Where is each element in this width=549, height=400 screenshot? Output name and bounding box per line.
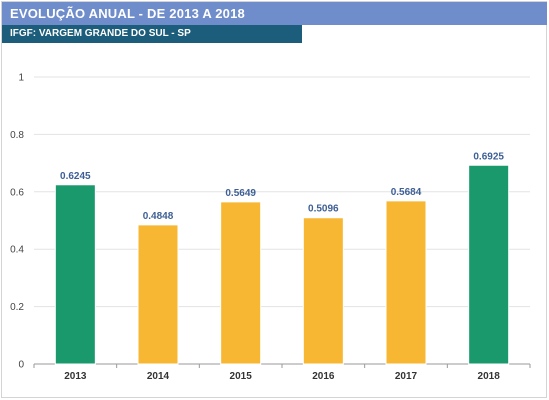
bar-2018 — [468, 164, 510, 365]
chart-title: EVOLUÇÃO ANUAL - DE 2013 A 2018 — [2, 2, 547, 25]
data-label-2013: 0.6245 — [60, 171, 91, 182]
bar-2015 — [220, 201, 262, 365]
x-tick-label: 2013 — [64, 371, 87, 382]
bar-2017 — [385, 200, 427, 365]
chart-subtitle: IFGF: VARGEM GRANDE DO SUL - SP — [2, 25, 302, 43]
y-tick-label: 0.2 — [10, 302, 24, 313]
bar-2016 — [302, 217, 344, 365]
y-tick-label: 0.4 — [10, 245, 24, 256]
data-label-2016: 0.5096 — [308, 204, 339, 215]
x-tick-label: 2015 — [230, 371, 253, 382]
x-tick-label: 2016 — [312, 371, 335, 382]
bar-2013 — [54, 184, 96, 365]
y-tick-label: 1 — [18, 73, 24, 84]
data-label-2018: 0.6925 — [473, 151, 504, 162]
x-tick-label: 2017 — [395, 371, 418, 382]
x-tick-label: 2014 — [147, 371, 170, 382]
x-tick-label: 2018 — [478, 371, 501, 382]
y-tick-label: 0.6 — [10, 187, 24, 198]
bar-2014 — [137, 224, 179, 365]
y-tick-label: 0.8 — [10, 130, 24, 141]
data-label-2015: 0.5649 — [225, 188, 256, 199]
data-label-2014: 0.4848 — [143, 211, 174, 222]
data-label-2017: 0.5684 — [391, 187, 422, 198]
y-tick-label: 0 — [18, 360, 24, 371]
